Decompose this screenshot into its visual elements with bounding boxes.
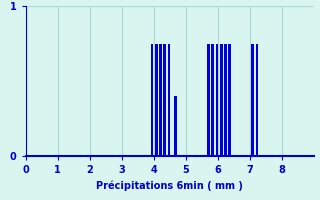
Bar	[207, 44, 210, 156]
Bar	[224, 44, 227, 156]
Bar	[252, 44, 254, 156]
Bar	[220, 44, 223, 156]
Bar	[211, 44, 214, 156]
Bar	[228, 44, 231, 156]
Bar	[155, 44, 158, 156]
Bar	[163, 44, 166, 156]
Bar	[159, 44, 162, 156]
X-axis label: Précipitations 6min ( mm ): Précipitations 6min ( mm )	[96, 181, 243, 191]
Bar	[151, 44, 154, 156]
Bar	[168, 44, 171, 156]
Bar	[256, 44, 259, 156]
Bar	[216, 44, 219, 156]
Bar	[174, 96, 177, 156]
